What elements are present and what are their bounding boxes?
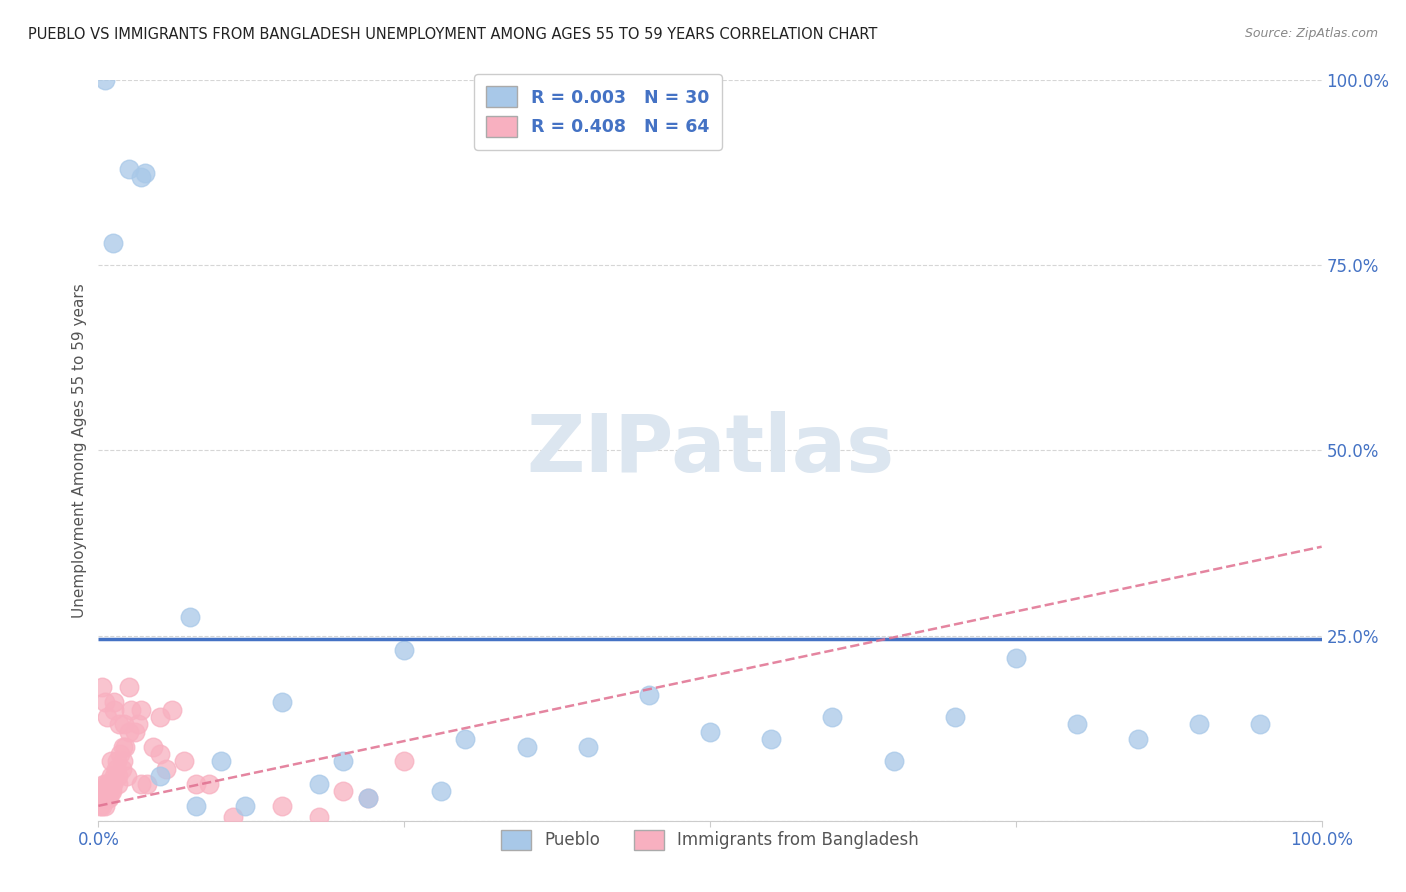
Text: PUEBLO VS IMMIGRANTS FROM BANGLADESH UNEMPLOYMENT AMONG AGES 55 TO 59 YEARS CORR: PUEBLO VS IMMIGRANTS FROM BANGLADESH UNE… xyxy=(28,27,877,42)
Point xyxy=(270,798,294,813)
Point xyxy=(101,776,124,791)
Point xyxy=(91,681,114,695)
Point xyxy=(103,703,125,717)
Point xyxy=(97,776,120,791)
Point xyxy=(100,755,122,769)
Point xyxy=(699,724,721,739)
Point xyxy=(136,776,159,791)
Point xyxy=(356,791,378,805)
Point xyxy=(186,776,208,791)
Point xyxy=(111,739,134,754)
Point xyxy=(155,762,177,776)
Point xyxy=(107,769,129,783)
Text: ZIPatlas: ZIPatlas xyxy=(526,411,894,490)
Point xyxy=(115,769,138,783)
Point xyxy=(173,755,195,769)
Point xyxy=(821,710,844,724)
Point xyxy=(149,769,172,783)
Point xyxy=(98,791,121,805)
Point xyxy=(104,762,127,776)
Point xyxy=(96,710,118,724)
Point xyxy=(308,776,330,791)
Point xyxy=(98,776,121,791)
Point xyxy=(103,769,125,783)
Point xyxy=(637,688,661,702)
Point xyxy=(93,73,115,87)
Point xyxy=(111,762,134,776)
Point xyxy=(1004,650,1026,665)
Point xyxy=(96,791,118,805)
Point xyxy=(209,755,232,769)
Point xyxy=(883,755,905,769)
Point xyxy=(107,776,129,791)
Point xyxy=(118,724,141,739)
Point xyxy=(1250,717,1272,731)
Point xyxy=(90,784,112,798)
Point xyxy=(454,732,477,747)
Point xyxy=(96,784,118,798)
Point xyxy=(101,784,124,798)
Point xyxy=(101,776,124,791)
Point xyxy=(149,747,172,761)
Point xyxy=(222,810,245,824)
Point xyxy=(90,791,112,805)
Point xyxy=(94,776,117,791)
Point xyxy=(118,681,141,695)
Point xyxy=(308,810,330,824)
Point xyxy=(332,784,354,798)
Point xyxy=(233,798,256,813)
Point xyxy=(1128,732,1150,747)
Point xyxy=(134,166,156,180)
Point xyxy=(142,739,165,754)
Point xyxy=(100,769,122,783)
Y-axis label: Unemployment Among Ages 55 to 59 years: Unemployment Among Ages 55 to 59 years xyxy=(72,283,87,618)
Point xyxy=(112,717,135,731)
Point xyxy=(127,717,149,731)
Point xyxy=(91,798,114,813)
Point xyxy=(129,169,152,184)
Point xyxy=(118,162,141,177)
Point xyxy=(392,643,416,657)
Point xyxy=(89,791,111,805)
Point xyxy=(516,739,538,754)
Point xyxy=(101,236,124,251)
Point xyxy=(356,791,378,805)
Point xyxy=(93,695,115,709)
Point xyxy=(124,724,146,739)
Point xyxy=(761,732,783,747)
Point xyxy=(89,798,111,813)
Point xyxy=(103,695,125,709)
Point xyxy=(110,747,132,761)
Point xyxy=(105,755,128,769)
Point xyxy=(1188,717,1211,731)
Point xyxy=(97,784,120,798)
Point xyxy=(91,784,114,798)
Point xyxy=(93,776,115,791)
Point xyxy=(120,703,142,717)
Point xyxy=(160,703,183,717)
Point xyxy=(576,739,599,754)
Point xyxy=(129,776,152,791)
Point xyxy=(111,755,134,769)
Point xyxy=(179,610,201,624)
Point xyxy=(392,755,416,769)
Point xyxy=(91,791,114,805)
Point xyxy=(108,717,131,731)
Point xyxy=(332,755,354,769)
Point xyxy=(1066,717,1088,731)
Point xyxy=(186,798,208,813)
Point xyxy=(94,784,117,798)
Point xyxy=(100,784,122,798)
Point xyxy=(114,739,136,754)
Legend: Pueblo, Immigrants from Bangladesh: Pueblo, Immigrants from Bangladesh xyxy=(495,823,925,856)
Point xyxy=(270,695,294,709)
Point xyxy=(129,703,152,717)
Point xyxy=(197,776,219,791)
Point xyxy=(430,784,453,798)
Text: Source: ZipAtlas.com: Source: ZipAtlas.com xyxy=(1244,27,1378,40)
Point xyxy=(149,710,172,724)
Point xyxy=(97,791,120,805)
Point xyxy=(93,798,115,813)
Point xyxy=(943,710,966,724)
